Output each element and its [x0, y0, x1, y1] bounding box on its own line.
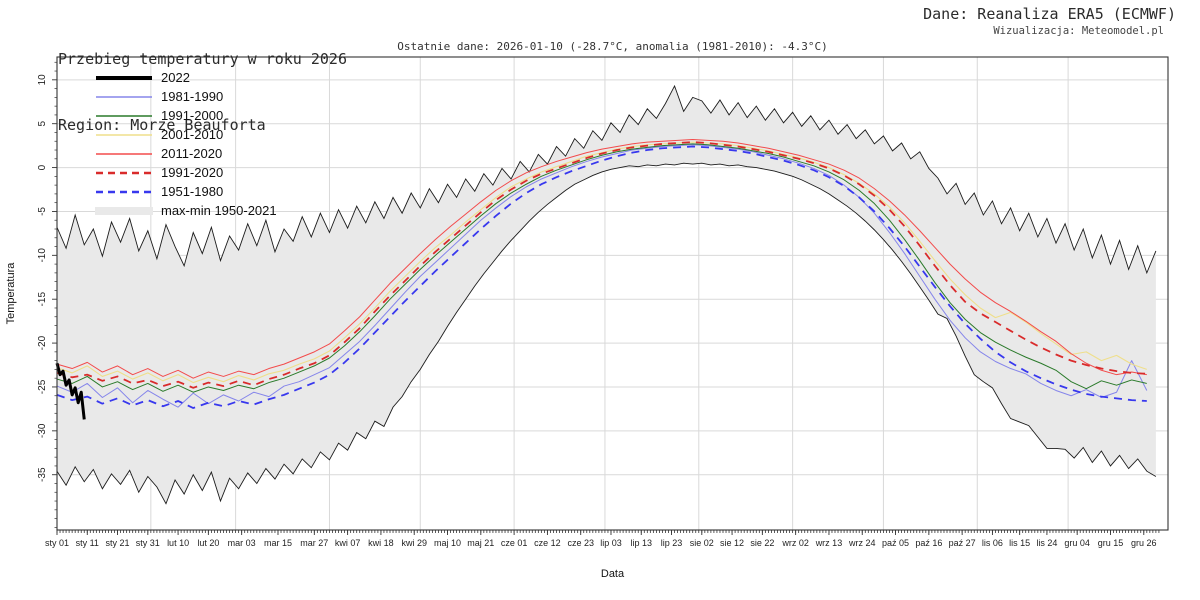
x-tick-label: paź 16 [915, 538, 942, 548]
line-swatch [96, 152, 152, 155]
y-tick-label: -30 [37, 423, 48, 438]
band-min-line [56, 162, 1157, 505]
legend-item-n1991: 1991-2020 [95, 163, 277, 182]
x-tick-label: mar 27 [300, 538, 328, 548]
x-tick-label: gru 26 [1131, 538, 1157, 548]
legend-label: 2011-2020 [161, 146, 223, 161]
line-swatch [96, 95, 152, 98]
y-tick-label: -20 [37, 335, 48, 350]
y-tick-label: -15 [37, 292, 48, 307]
series-line-n1991 [56, 141, 1147, 389]
x-axis-labels: sty 01 sty 11 sty 21 sty 31 lut 10 lut 20 mar … [45, 530, 1157, 548]
x-tick-label: kwi 29 [401, 538, 427, 548]
legend-item-n1951: 1951-1980 [95, 182, 277, 201]
x-tick-label: lip 03 [600, 538, 622, 548]
y-axis-title: Temperatura [5, 262, 17, 325]
x-tick-label: lut 10 [167, 538, 189, 548]
x-tick-label: cze 12 [534, 538, 561, 548]
visualization-credit: Wizualizacja: Meteomodel.pl [993, 25, 1164, 37]
line-swatch [96, 190, 152, 193]
y-tick-label: 0 [37, 164, 48, 170]
latest-data-subtitle: Ostatnie dane: 2026-01-10 (-28.7°C, anom… [397, 40, 828, 53]
x-tick-label: maj 21 [467, 538, 494, 548]
page-title: Przebieg temperatury w roku 2026 [58, 50, 347, 68]
y-tick-label: -35 [37, 467, 48, 482]
x-tick-label: cze 23 [567, 538, 594, 548]
series-line-c1991 [56, 143, 1147, 393]
x-tick-label: sty 01 [45, 538, 69, 548]
legend-item-band: max-min 1950-2021 [95, 201, 277, 220]
legend-label: 2001-2010 [161, 127, 224, 142]
x-tick-label: lis 15 [1009, 538, 1030, 548]
legend-item-c1981: 1981-1990 [95, 87, 277, 106]
x-tick-label: sty 31 [136, 538, 160, 548]
legend-label: 1981-1990 [161, 89, 224, 104]
x-tick-label: paź 27 [949, 538, 976, 548]
line-swatch [96, 114, 152, 117]
legend-label: max-min 1950-2021 [161, 203, 277, 218]
y-tick-label: 5 [37, 120, 48, 126]
legend-label: 1991-2020 [161, 165, 224, 180]
legend-label: 2022 [161, 70, 190, 85]
x-tick-label: kwi 18 [368, 538, 394, 548]
line-swatch [96, 133, 152, 136]
line-swatch [96, 171, 152, 174]
x-tick-label: wrz 02 [781, 538, 809, 548]
x-tick-label: wrz 13 [815, 538, 843, 548]
legend-item-y2022: 2022 [95, 68, 277, 87]
data-source-label: Dane: Reanaliza ERA5 (ECMWF) [923, 5, 1176, 23]
x-tick-label: lip 13 [631, 538, 653, 548]
x-axis-title: Data [601, 568, 625, 580]
line-swatch [96, 75, 152, 80]
legend-item-c2011: 2011-2020 [95, 144, 277, 163]
x-tick-label: gru 04 [1064, 538, 1090, 548]
series-line-y2022 [55, 362, 86, 420]
x-tick-label: cze 01 [501, 538, 528, 548]
x-tick-label: sty 21 [106, 538, 130, 548]
series-line-c2011 [56, 138, 1147, 379]
x-tick-label: wrz 24 [848, 538, 876, 548]
legend-label: 1951-1980 [161, 184, 224, 199]
chart-title-block: Przebieg temperatury w roku 2026 Region:… [58, 4, 347, 180]
legend-label: 1991-2000 [161, 108, 224, 123]
legend-item-c1991: 1991-2000 [95, 106, 277, 125]
x-tick-label: maj 10 [434, 538, 461, 548]
x-tick-label: lis 24 [1036, 538, 1057, 548]
x-tick-label: gru 15 [1098, 538, 1124, 548]
x-tick-label: mar 15 [264, 538, 292, 548]
chart-legend: 2022 1981-1990 1991-2000 2001-2010 2011-2020… [95, 68, 277, 220]
x-tick-label: lip 23 [661, 538, 683, 548]
band-max-line [56, 84, 1157, 275]
x-tick-label: kwi 07 [335, 538, 361, 548]
x-tick-label: paź 05 [882, 538, 909, 548]
y-tick-label: -10 [37, 248, 48, 263]
plot-box [56, 56, 1169, 531]
x-tick-label: sie 02 [690, 538, 714, 548]
max-min-band [57, 85, 1156, 504]
x-tick-label: sty 11 [76, 538, 99, 548]
y-axis-ticks: 10 5 0 -5 -10 -15 -20 -25 -30 -35 [37, 61, 57, 528]
x-tick-label: lis 06 [982, 538, 1003, 548]
x-tick-label: lut 20 [197, 538, 219, 548]
x-tick-label: sie 12 [720, 538, 744, 548]
y-tick-label: -5 [37, 207, 48, 216]
series-line-c1981 [56, 144, 1148, 408]
page-subtitle-region: Region: Morze Beauforta [58, 116, 266, 134]
data-source-block: Dane: Reanaliza ERA5 (ECMWF) Wizualizacj… [923, 4, 1176, 38]
x-tick-label: mar 03 [228, 538, 256, 548]
y-tick-label: 10 [37, 74, 48, 86]
legend-item-c2001: 2001-2010 [95, 125, 277, 144]
y-tick-label: -25 [37, 379, 48, 394]
band-swatch [95, 206, 153, 215]
x-tick-label: sie 22 [750, 538, 774, 548]
